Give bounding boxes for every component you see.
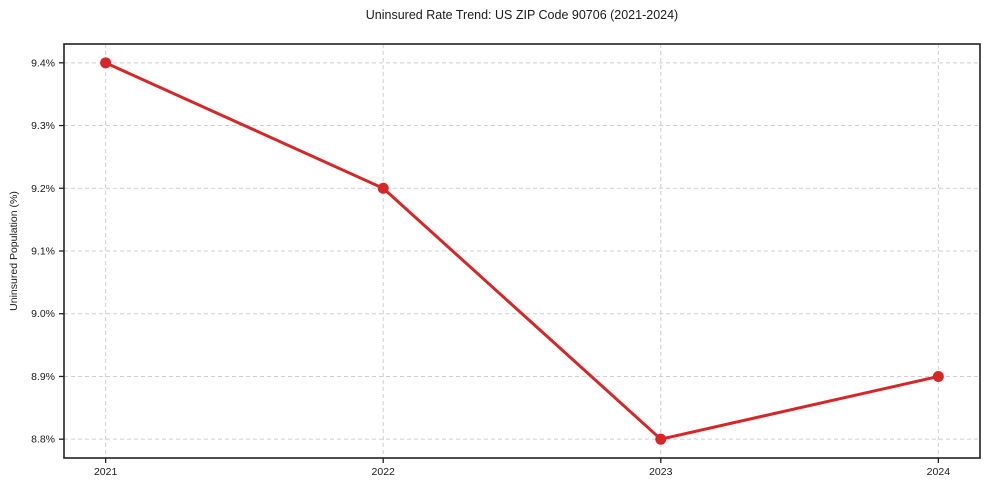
- x-tick-label: 2024: [927, 466, 951, 478]
- data-point-marker: [100, 57, 112, 69]
- data-point-marker: [655, 433, 667, 445]
- x-tick-label: 2023: [649, 466, 673, 478]
- y-tick-label: 9.1%: [31, 246, 55, 258]
- y-tick-label: 8.9%: [31, 371, 55, 383]
- y-tick-label: 9.4%: [31, 57, 55, 69]
- data-point-marker: [377, 182, 389, 194]
- trend-line: [104, 61, 940, 441]
- x-tick-label: 2022: [372, 466, 396, 478]
- y-tick-label: 8.8%: [31, 434, 55, 446]
- chart-title: Uninsured Rate Trend: US ZIP Code 90706 …: [365, 8, 679, 22]
- plot-border: [63, 43, 981, 459]
- y-tick-label: 9.2%: [31, 183, 55, 195]
- x-tick-label: 2021: [94, 466, 118, 478]
- y-tick-label: 9.0%: [31, 308, 55, 320]
- data-point-marker: [932, 370, 944, 382]
- y-tick-label: 9.3%: [31, 120, 55, 132]
